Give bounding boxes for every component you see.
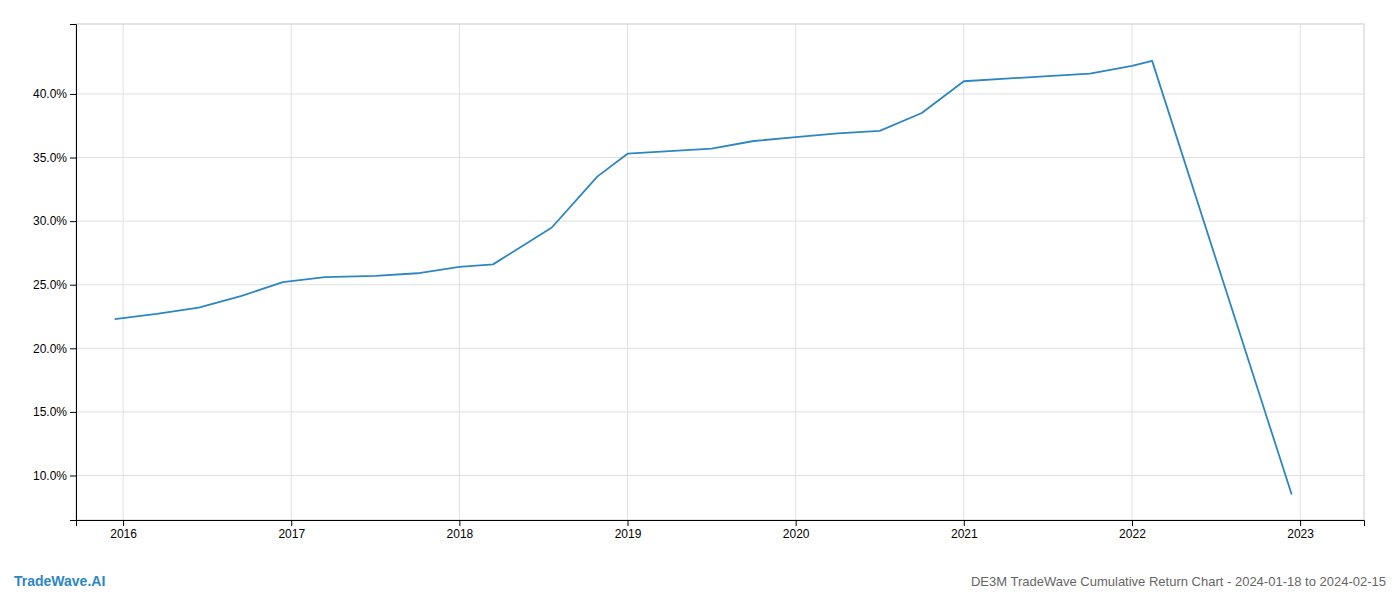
tick: 10.0%	[33, 469, 76, 483]
axis-line	[70, 25, 77, 521]
x-axis: 2016 2017 2018 2019 2020 2021 2022 2023	[77, 520, 1365, 541]
tick: 2021	[951, 520, 978, 541]
tick-label: 2022	[1119, 527, 1146, 541]
tick-label: 2021	[951, 527, 978, 541]
chart-title: DE3M TradeWave Cumulative Return Chart -…	[971, 574, 1386, 589]
tick-label: 10.0%	[33, 469, 67, 483]
tick: 2022	[1119, 520, 1146, 541]
y-grid-line	[76, 93, 1364, 94]
plot-area: 2016 2017 2018 2019 2020 2021 2022 2023 10.0% 15.…	[33, 24, 1365, 541]
tick: 2023	[1287, 520, 1314, 541]
tick-label: 20.0%	[33, 342, 67, 356]
tick-mark	[291, 520, 292, 526]
plot-frame	[76, 24, 1364, 520]
x-grid-line	[1131, 24, 1132, 520]
axis-line	[77, 521, 1365, 527]
y-grid-line	[76, 284, 1364, 285]
y-grid-line	[76, 348, 1364, 349]
tick-label: 2020	[783, 527, 810, 541]
tick-mark	[1132, 520, 1133, 526]
tick-label: 35.0%	[33, 151, 67, 165]
y-grid-line	[76, 157, 1364, 158]
tick-mark	[459, 520, 460, 526]
tick-mark	[628, 520, 629, 526]
tick-label: 2016	[110, 527, 137, 541]
tick-mark	[70, 285, 76, 286]
tick-label: 15.0%	[33, 405, 67, 419]
tick-mark	[70, 221, 76, 222]
tick: 2020	[783, 520, 810, 541]
tick: 40.0%	[33, 87, 76, 101]
tick: 25.0%	[33, 278, 76, 292]
tick-label: 2017	[278, 527, 305, 541]
tick: 2018	[447, 520, 474, 541]
tick-label: 40.0%	[33, 87, 67, 101]
tick-mark	[70, 348, 76, 349]
y-grid-line	[76, 411, 1364, 412]
tick: 30.0%	[33, 214, 76, 228]
tick: 2019	[615, 520, 642, 541]
tick-mark	[70, 158, 76, 159]
tick: 2017	[278, 520, 305, 541]
tick-label: 2023	[1287, 527, 1314, 541]
y-grid-line	[76, 221, 1364, 222]
tick-mark	[70, 94, 76, 95]
x-grid-line	[963, 24, 964, 520]
tick-label: 2018	[447, 527, 474, 541]
tick: 35.0%	[33, 151, 76, 165]
watermark: TradeWave.AI	[14, 573, 105, 589]
tick-mark	[1300, 520, 1301, 526]
y-grid-line	[76, 475, 1364, 476]
y-axis: 10.0% 15.0% 20.0% 25.0% 30.0% 35.0% 40.0%	[33, 25, 77, 521]
tick-mark	[70, 412, 76, 413]
grid	[76, 24, 1364, 520]
x-grid-line	[627, 24, 628, 520]
x-grid-line	[795, 24, 796, 520]
data-line	[115, 61, 1292, 495]
marks	[115, 61, 1292, 495]
tick-label: 30.0%	[33, 214, 67, 228]
x-grid-line	[459, 24, 460, 520]
tick: 15.0%	[33, 405, 76, 419]
tick-mark	[123, 520, 124, 526]
tick: 2016	[110, 520, 137, 541]
x-grid-line	[123, 24, 124, 520]
tick-mark	[70, 475, 76, 476]
tick-mark	[796, 520, 797, 526]
x-grid-line	[1300, 24, 1301, 520]
tick-label: 25.0%	[33, 278, 67, 292]
x-grid-line	[291, 24, 292, 520]
tick-label: 2019	[615, 527, 642, 541]
tick-mark	[964, 520, 965, 526]
chart-svg: 2016 2017 2018 2019 2020 2021 2022 2023 10.0% 15.…	[0, 0, 1400, 600]
tick: 20.0%	[33, 342, 76, 356]
